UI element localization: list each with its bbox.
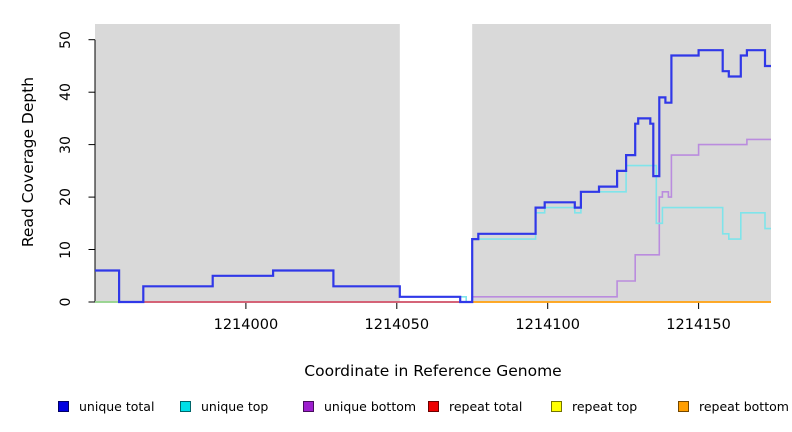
- y-tick-label: 30: [58, 135, 74, 154]
- x-axis-title: Coordinate in Reference Genome: [304, 362, 562, 380]
- legend-swatch-unique-total: [58, 401, 69, 412]
- x-tick-label: 1214100: [515, 317, 580, 333]
- y-tick-label: 50: [58, 30, 74, 49]
- gap-band: [399, 24, 473, 302]
- legend-swatch-repeat-total: [428, 401, 439, 412]
- legend-swatch-unique-bottom: [303, 401, 314, 412]
- legend-label: repeat top: [572, 399, 638, 414]
- legend-item-unique-top: unique top: [180, 399, 268, 414]
- x-tick-label: 1214150: [666, 317, 731, 333]
- legend-label: unique total: [79, 399, 155, 414]
- x-tick-label: 1214000: [213, 317, 279, 333]
- legend-item-repeat-bottom: repeat bottom: [678, 399, 789, 414]
- series-unique-total-line: [95, 49, 771, 304]
- legend-swatch-repeat-bottom: [678, 401, 689, 412]
- legend-swatch-repeat-top: [551, 401, 562, 412]
- x-tick-label: 1214050: [364, 317, 430, 333]
- y-axis-title: Read Coverage Depth: [19, 76, 37, 248]
- y-tick-label: 0: [58, 297, 74, 307]
- y-tick-label: 20: [58, 188, 74, 207]
- legend-swatch-unique-top: [180, 401, 191, 412]
- series-unique-top-line: [399, 164, 771, 303]
- y-tick-label: 10: [58, 240, 74, 259]
- legend-item-repeat-total: repeat total: [428, 399, 522, 414]
- legend-label: unique bottom: [324, 399, 417, 414]
- legend-item-unique-total: unique total: [58, 399, 154, 414]
- legend-label: unique top: [201, 399, 269, 414]
- legend-label: repeat bottom: [699, 399, 789, 414]
- y-tick-label: 40: [58, 83, 74, 102]
- legend-label: repeat total: [449, 399, 523, 414]
- legend-item-repeat-top: repeat top: [551, 399, 637, 414]
- legend-item-unique-bottom: unique bottom: [303, 399, 416, 414]
